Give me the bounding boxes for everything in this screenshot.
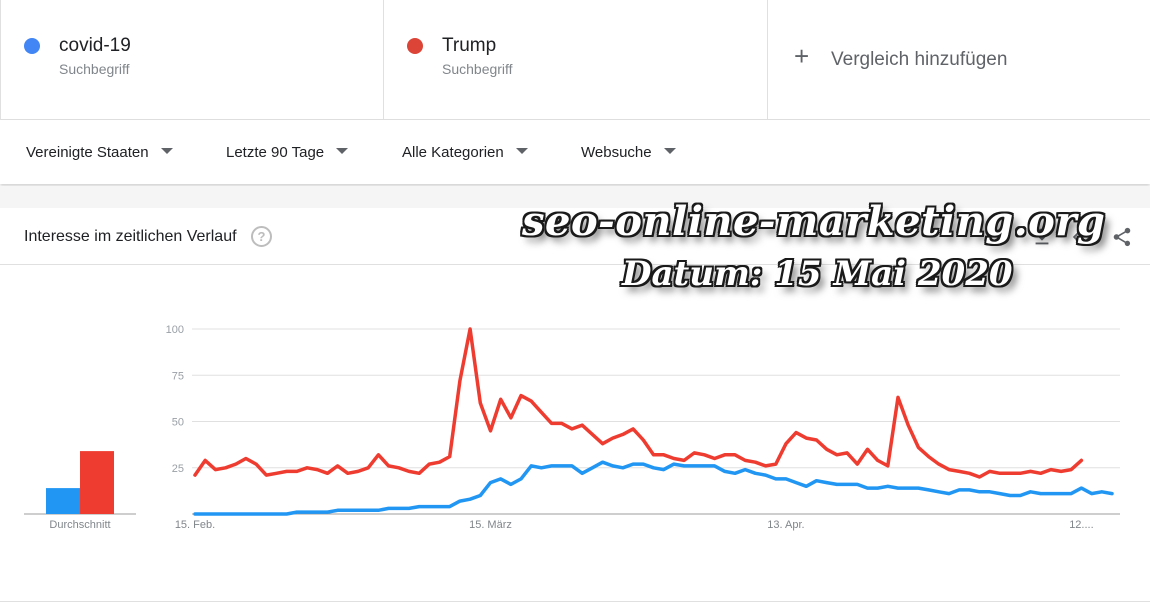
section-gap <box>0 186 1150 208</box>
x-tick-label: 12.... <box>1069 519 1093 531</box>
share-icon[interactable] <box>1111 226 1133 248</box>
term-color-dot <box>407 38 423 54</box>
x-tick-label: 15. Feb. <box>175 519 215 531</box>
add-comparison-button[interactable]: + Vergleich hinzufügen <box>768 0 1150 119</box>
y-tick-label: 50 <box>172 417 184 429</box>
chart-grid: 100 75 50 25 <box>166 324 1120 515</box>
embed-code-icon[interactable] <box>1071 226 1093 248</box>
series-line-trump <box>193 327 1084 479</box>
caret-down-icon <box>515 148 528 154</box>
help-icon[interactable]: ? <box>251 226 272 247</box>
category-dropdown[interactable]: Alle Kategorien <box>402 144 528 161</box>
period-value: Letzte 90 Tage <box>226 144 325 161</box>
plus-icon: + <box>794 41 810 71</box>
download-icon[interactable] <box>1031 226 1053 248</box>
search-type-value: Websuche <box>581 144 652 161</box>
term-name[interactable]: covid-19 <box>59 35 131 56</box>
search-type-dropdown[interactable]: Websuche <box>581 144 676 161</box>
card-title: Interesse im zeitlichen Verlauf <box>24 228 237 245</box>
average-bar-covid-19 <box>46 488 80 514</box>
card-header: Interesse im zeitlichen Verlauf ? <box>0 208 1150 265</box>
caret-down-icon <box>160 148 173 154</box>
add-comparison-label: Vergleich hinzufügen <box>831 49 1008 70</box>
chart-series <box>193 327 1114 516</box>
series-line-covid-19 <box>193 460 1114 516</box>
y-tick-label: 75 <box>172 370 184 382</box>
term-color-dot <box>24 38 40 54</box>
watermark-site: seo-online-marketing.org <box>522 198 1106 245</box>
watermark-date: Datum: 15 Mai 2020 <box>622 254 1013 294</box>
period-dropdown[interactable]: Letzte 90 Tage <box>226 144 349 161</box>
average-bar-trump <box>80 451 114 514</box>
term-name[interactable]: Trump <box>442 35 497 56</box>
y-tick-label: 100 <box>166 324 184 336</box>
term-type: Suchbegriff <box>442 61 513 77</box>
compare-bar: covid-19 Suchbegriff Trump Suchbegriff +… <box>0 0 1150 120</box>
y-tick-label: 25 <box>172 463 184 475</box>
interest-over-time-card: Interesse im zeitlichen Verlauf ? <box>0 208 1150 602</box>
region-value: Vereinigte Staaten <box>26 144 149 161</box>
filter-bar: Vereinigte Staaten Letzte 90 Tage Alle K… <box>0 120 1150 184</box>
category-value: Alle Kategorien <box>402 144 504 161</box>
region-dropdown[interactable]: Vereinigte Staaten <box>26 144 173 161</box>
caret-down-icon <box>336 148 349 154</box>
x-tick-label: 15. März <box>469 519 512 531</box>
term-card-trump[interactable]: Trump Suchbegriff <box>384 0 768 119</box>
x-tick-label: 13. Apr. <box>767 519 804 531</box>
term-type: Suchbegriff <box>59 61 130 77</box>
caret-down-icon <box>663 148 676 154</box>
average-bar-chart: Durchschnitt <box>24 451 136 531</box>
term-card-covid[interactable]: covid-19 Suchbegriff <box>0 0 384 119</box>
x-axis: 15. Feb. 15. März 13. Apr. 12.... <box>175 519 1094 531</box>
average-label: Durchschnitt <box>49 519 110 531</box>
